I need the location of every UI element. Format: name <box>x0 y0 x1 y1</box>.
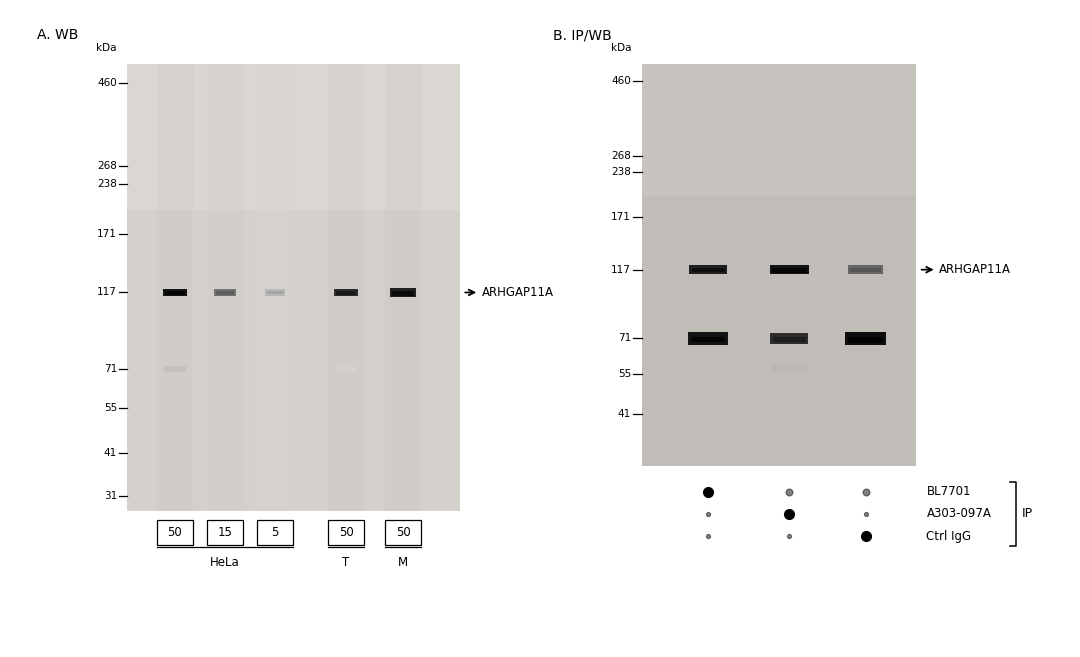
Bar <box>643 64 916 196</box>
Bar <box>215 367 234 371</box>
Text: A303-097A: A303-097A <box>927 507 991 520</box>
Bar <box>771 365 807 372</box>
Text: 238: 238 <box>97 179 117 189</box>
Bar <box>770 265 809 275</box>
Bar <box>390 288 416 297</box>
Bar <box>265 290 284 296</box>
Bar <box>848 265 883 274</box>
Bar <box>164 366 186 372</box>
Text: 5: 5 <box>271 526 279 539</box>
Bar <box>688 332 728 344</box>
Text: ARHGAP11A: ARHGAP11A <box>940 263 1011 276</box>
Bar <box>691 269 725 273</box>
Text: 71: 71 <box>618 333 631 344</box>
Text: kDa: kDa <box>610 43 631 53</box>
Bar <box>848 337 883 342</box>
Text: 171: 171 <box>97 229 117 239</box>
Text: 268: 268 <box>611 150 631 160</box>
Text: B. IP/WB: B. IP/WB <box>553 28 612 42</box>
Bar <box>335 289 357 296</box>
Text: 117: 117 <box>97 288 117 298</box>
Bar <box>643 64 916 466</box>
Text: Ctrl IgG: Ctrl IgG <box>927 530 972 543</box>
Text: 268: 268 <box>97 161 117 171</box>
Text: BL7701: BL7701 <box>927 485 971 498</box>
Text: 171: 171 <box>611 212 631 223</box>
Bar <box>770 333 809 344</box>
Bar <box>336 291 355 295</box>
Text: 31: 31 <box>104 491 117 501</box>
Text: 50: 50 <box>339 526 353 539</box>
Bar <box>214 289 235 296</box>
Bar <box>216 291 233 295</box>
Bar <box>328 64 364 511</box>
Bar <box>386 64 421 511</box>
Text: 15: 15 <box>217 526 232 539</box>
Bar <box>386 520 421 545</box>
Text: 41: 41 <box>618 409 631 419</box>
Text: 71: 71 <box>104 364 117 374</box>
Bar <box>337 367 355 371</box>
Bar <box>850 269 881 272</box>
Text: 460: 460 <box>611 76 631 86</box>
Bar <box>158 520 193 545</box>
Bar <box>773 337 806 342</box>
Text: 50: 50 <box>167 526 183 539</box>
Text: 50: 50 <box>395 526 410 539</box>
Bar <box>392 291 414 296</box>
Text: ARHGAP11A: ARHGAP11A <box>482 286 553 299</box>
Bar <box>165 291 185 295</box>
Text: HeLa: HeLa <box>210 556 240 569</box>
Bar <box>267 291 283 294</box>
Text: 238: 238 <box>611 167 631 177</box>
Text: kDa: kDa <box>96 43 117 53</box>
Text: M: M <box>399 556 408 569</box>
Bar <box>691 337 726 342</box>
Text: IP: IP <box>1022 507 1032 520</box>
Bar <box>772 269 807 273</box>
Bar <box>846 332 886 345</box>
Text: A. WB: A. WB <box>37 28 79 42</box>
Bar <box>207 520 243 545</box>
Text: 460: 460 <box>97 78 117 88</box>
Text: 55: 55 <box>618 369 631 378</box>
Bar <box>127 64 460 210</box>
Text: 117: 117 <box>611 265 631 275</box>
Bar <box>328 520 364 545</box>
Bar <box>127 64 460 511</box>
Bar <box>158 64 193 511</box>
Bar <box>163 288 187 296</box>
Text: 41: 41 <box>104 448 117 458</box>
Text: 55: 55 <box>104 403 117 413</box>
Text: T: T <box>342 556 350 569</box>
Bar <box>257 64 293 511</box>
Bar <box>207 64 243 511</box>
Bar <box>689 265 727 274</box>
Bar <box>257 520 293 545</box>
